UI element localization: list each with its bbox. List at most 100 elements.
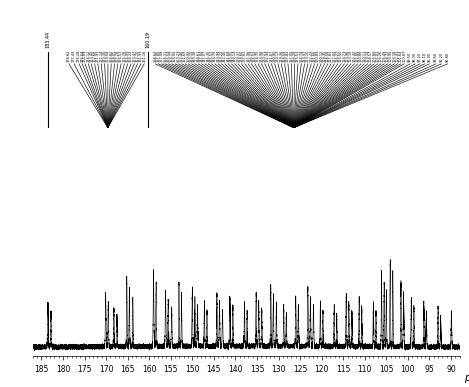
Text: 150.92: 150.92	[186, 49, 190, 62]
Text: 160.19: 160.19	[146, 31, 151, 48]
Text: 170.35: 170.35	[103, 49, 106, 62]
Text: 151.69: 151.69	[183, 49, 187, 62]
Text: 153.23: 153.23	[176, 49, 181, 62]
Text: 164.22: 164.22	[129, 49, 133, 62]
Text: 147.07: 147.07	[203, 49, 207, 62]
Text: 107.03: 107.03	[376, 49, 379, 62]
Text: 161.16: 161.16	[142, 49, 146, 62]
Text: 96.10: 96.10	[423, 51, 427, 62]
Text: 97.20: 97.20	[418, 51, 422, 62]
Text: 149.38: 149.38	[193, 49, 197, 62]
Text: 133.98: 133.98	[259, 49, 264, 62]
Text: 92.20: 92.20	[439, 51, 444, 62]
Text: 147.84: 147.84	[200, 49, 204, 62]
Text: 123.97: 123.97	[303, 49, 307, 62]
Text: 163.47: 163.47	[132, 49, 136, 62]
Text: 167.28: 167.28	[116, 49, 120, 62]
Text: 174.89: 174.89	[83, 49, 87, 62]
Text: 171.14: 171.14	[99, 49, 103, 62]
Text: 103.95: 103.95	[389, 49, 393, 62]
Text: 161.93: 161.93	[139, 49, 143, 62]
Text: 177.43: 177.43	[72, 49, 76, 62]
Text: 137.83: 137.83	[243, 49, 247, 62]
Text: 90.80: 90.80	[446, 51, 450, 62]
Text: 117.04: 117.04	[333, 49, 336, 62]
Text: 98.30: 98.30	[413, 51, 417, 62]
Text: 130.90: 130.90	[272, 49, 277, 62]
Text: ppm: ppm	[464, 373, 469, 384]
Text: 131.67: 131.67	[269, 49, 273, 62]
Text: 139.37: 139.37	[236, 49, 240, 62]
Text: 168.82: 168.82	[109, 49, 113, 62]
Text: 176.28: 176.28	[77, 49, 81, 62]
Text: 171.93: 171.93	[96, 49, 100, 62]
Text: 124.74: 124.74	[299, 49, 303, 62]
Text: 100.87: 100.87	[402, 49, 406, 62]
Text: 110.11: 110.11	[363, 49, 366, 62]
Text: 101.64: 101.64	[399, 49, 403, 62]
Text: 152.46: 152.46	[180, 49, 184, 62]
Text: 173.45: 173.45	[89, 49, 93, 62]
Text: 143.22: 143.22	[219, 49, 224, 62]
Text: 168.05: 168.05	[113, 49, 116, 62]
Text: 156.31: 156.31	[163, 49, 167, 62]
Text: 144.76: 144.76	[213, 49, 217, 62]
Text: 95.00: 95.00	[427, 51, 431, 62]
Text: 150.15: 150.15	[189, 49, 194, 62]
Text: 148.61: 148.61	[197, 49, 200, 62]
Text: 178.62: 178.62	[67, 49, 71, 62]
Text: 135.52: 135.52	[253, 49, 257, 62]
Text: 133.21: 133.21	[263, 49, 267, 62]
Text: 154.77: 154.77	[170, 49, 174, 62]
Text: 112.42: 112.42	[352, 49, 356, 62]
Text: 118.58: 118.58	[326, 49, 330, 62]
Text: 140.91: 140.91	[229, 49, 234, 62]
Text: 172.68: 172.68	[92, 49, 97, 62]
Text: 102.41: 102.41	[395, 49, 400, 62]
Text: 103.18: 103.18	[392, 49, 396, 62]
Text: 143.99: 143.99	[216, 49, 220, 62]
Text: 132.44: 132.44	[266, 49, 270, 62]
Text: 145.53: 145.53	[210, 49, 213, 62]
Text: 106.26: 106.26	[379, 49, 383, 62]
Text: 162.70: 162.70	[136, 49, 140, 62]
Text: 110.88: 110.88	[359, 49, 363, 62]
Text: 105.49: 105.49	[382, 49, 386, 62]
Text: 157.85: 157.85	[157, 49, 160, 62]
Text: 123.20: 123.20	[306, 49, 310, 62]
Text: 183.44: 183.44	[45, 31, 51, 48]
Text: 125.51: 125.51	[296, 49, 300, 62]
Text: 120.89: 120.89	[316, 49, 320, 62]
Text: 114.73: 114.73	[342, 49, 347, 62]
Text: 164.99: 164.99	[126, 49, 130, 62]
Text: 93.50: 93.50	[434, 51, 438, 62]
Text: 158.62: 158.62	[153, 49, 157, 62]
Text: 140.14: 140.14	[233, 49, 237, 62]
Text: 119.35: 119.35	[323, 49, 326, 62]
Text: 127.05: 127.05	[289, 49, 293, 62]
Text: 165.76: 165.76	[122, 49, 127, 62]
Text: 129.36: 129.36	[280, 49, 283, 62]
Text: 99.50: 99.50	[408, 51, 412, 62]
Text: 127.82: 127.82	[286, 49, 290, 62]
Text: 109.34: 109.34	[366, 49, 370, 62]
Text: 154.00: 154.00	[173, 49, 177, 62]
Text: 166.53: 166.53	[119, 49, 123, 62]
Text: 126.28: 126.28	[293, 49, 296, 62]
Text: 136.29: 136.29	[250, 49, 253, 62]
Text: 121.66: 121.66	[312, 49, 317, 62]
Text: 174.12: 174.12	[86, 49, 91, 62]
Text: 128.59: 128.59	[283, 49, 287, 62]
Text: 142.45: 142.45	[223, 49, 227, 62]
Text: 169.58: 169.58	[106, 49, 110, 62]
Text: 107.80: 107.80	[372, 49, 376, 62]
Text: 122.43: 122.43	[309, 49, 313, 62]
Text: 116.27: 116.27	[336, 49, 340, 62]
Text: 104.72: 104.72	[386, 49, 390, 62]
Text: 117.81: 117.81	[329, 49, 333, 62]
Text: 108.57: 108.57	[369, 49, 373, 62]
Text: 113.19: 113.19	[349, 49, 353, 62]
Text: 113.96: 113.96	[346, 49, 350, 62]
Text: 155.54: 155.54	[166, 49, 170, 62]
Text: 111.65: 111.65	[356, 49, 360, 62]
